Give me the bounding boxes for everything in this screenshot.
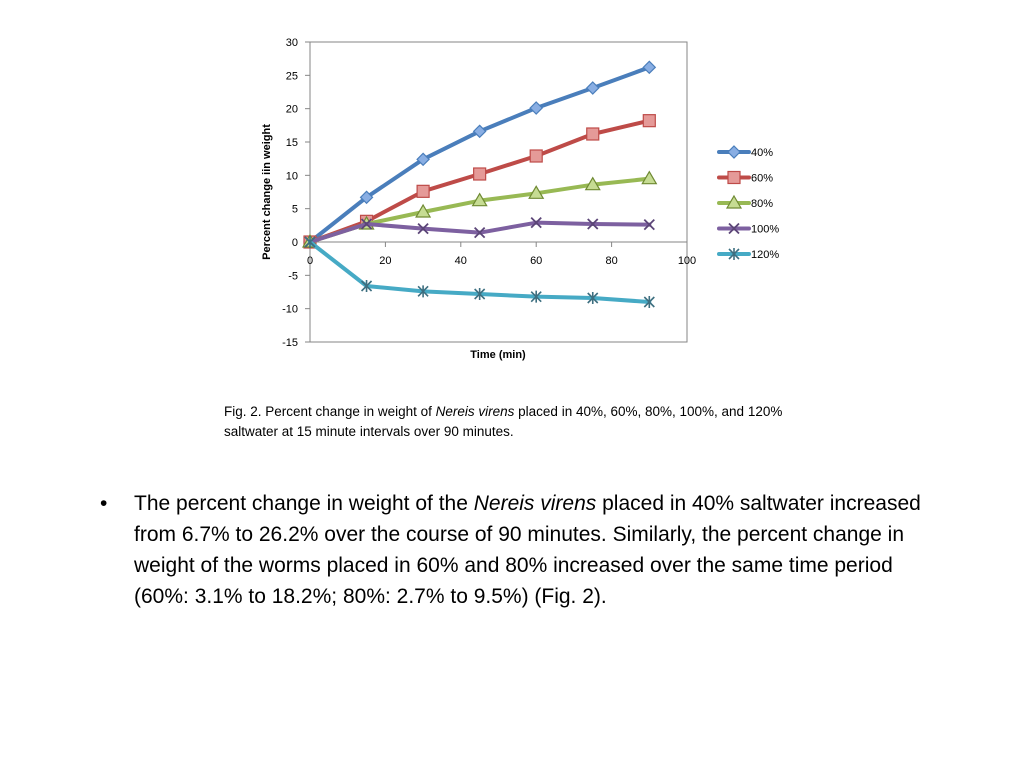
data-point: [304, 236, 316, 248]
data-point: [529, 101, 544, 115]
x-tick-label: 60: [530, 255, 542, 267]
data-point: [359, 190, 374, 205]
data-point: [725, 194, 743, 209]
data-point: [416, 184, 430, 198]
legend-item: 60%: [717, 170, 773, 185]
y-tick-label: -10: [282, 304, 298, 316]
legend-item: 40%: [717, 145, 773, 159]
bullet-list: • The percent change in weight of the Ner…: [100, 488, 930, 612]
series-4: [304, 236, 655, 308]
x-tick-label: 20: [379, 255, 391, 267]
data-point: [473, 167, 487, 181]
legend-label: 60%: [751, 173, 773, 185]
y-tick-label: 5: [292, 204, 298, 216]
caption-text-after: placed in 40%, 60%, 80%, 100%, and 120% …: [224, 404, 783, 439]
data-point: [727, 170, 741, 185]
y-tick-label: 20: [286, 104, 298, 116]
data-point: [642, 60, 657, 75]
legend-label: 40%: [751, 147, 773, 159]
data-point: [587, 292, 599, 304]
y-axis: 30 25 20 15 10 5 0 -5 -10 -15: [282, 37, 310, 349]
data-point: [472, 124, 487, 139]
data-point: [474, 227, 486, 239]
legend: 40% 60% 80% 100% 120%: [717, 145, 779, 261]
data-point: [587, 218, 599, 230]
data-point: [530, 290, 542, 303]
data-point: [417, 223, 429, 235]
data-point: [474, 288, 486, 300]
data-point: [360, 280, 373, 292]
y-tick-label: 0: [292, 237, 298, 249]
x-tick-label: 0: [307, 255, 313, 267]
data-point: [586, 127, 600, 141]
legend-item: 80%: [717, 194, 773, 210]
x-tick-label: 80: [605, 255, 617, 267]
data-point: [585, 81, 600, 95]
x-axis: 0 20 40 60 80 100: [307, 241, 696, 267]
y-tick-label: 10: [286, 170, 298, 182]
x-axis-title: Time (min): [470, 349, 526, 361]
x-tick-label: 100: [678, 255, 696, 267]
bullet-text-after: placed in 40% saltwater increased from 6…: [134, 492, 921, 608]
legend-label: 120%: [751, 249, 779, 261]
y-tick-label: 25: [286, 70, 298, 82]
data-point: [528, 185, 545, 199]
data-point: [416, 152, 430, 167]
y-tick-label: 15: [286, 137, 298, 149]
y-tick-label: -5: [288, 270, 298, 282]
y-tick-label: 30: [286, 37, 298, 49]
y-axis-title: Percent change iin weight: [261, 124, 273, 260]
legend-label: 100%: [751, 224, 779, 236]
data-point: [642, 114, 656, 128]
data-point: [643, 219, 655, 231]
data-point: [728, 248, 740, 260]
data-point: [728, 222, 740, 235]
legend-item: 100%: [717, 222, 779, 236]
data-point: [415, 203, 432, 218]
figure-caption: Fig. 2. Percent change in weight of Nere…: [224, 402, 804, 442]
series-0: [303, 60, 657, 249]
bullet-text-before: The percent change in weight of the: [134, 492, 474, 515]
bullet-symbol: •: [100, 492, 108, 515]
data-point: [471, 192, 488, 207]
data-point: [530, 217, 542, 229]
bullet-item: • The percent change in weight of the Ner…: [100, 488, 930, 612]
x-tick-label: 40: [455, 255, 467, 267]
caption-species: Nereis virens: [435, 404, 515, 419]
series-layer: [301, 60, 658, 308]
data-point: [641, 170, 658, 185]
data-point: [529, 149, 543, 163]
data-point: [417, 285, 429, 298]
line-chart: 30 25 20 15 10 5 0 -5 -10 -15 0 20 40 60 80 100 40% 60%…: [261, 37, 779, 361]
data-point: [360, 218, 373, 230]
bullet-species: Nereis virens: [473, 492, 597, 515]
data-point: [584, 176, 601, 191]
legend-label: 80%: [751, 198, 773, 210]
caption-text-before: Fig. 2. Percent change in weight of: [224, 404, 436, 419]
y-tick-label: -15: [282, 337, 298, 349]
legend-item: 120%: [717, 248, 779, 261]
data-point: [727, 145, 741, 159]
data-point: [643, 296, 655, 308]
